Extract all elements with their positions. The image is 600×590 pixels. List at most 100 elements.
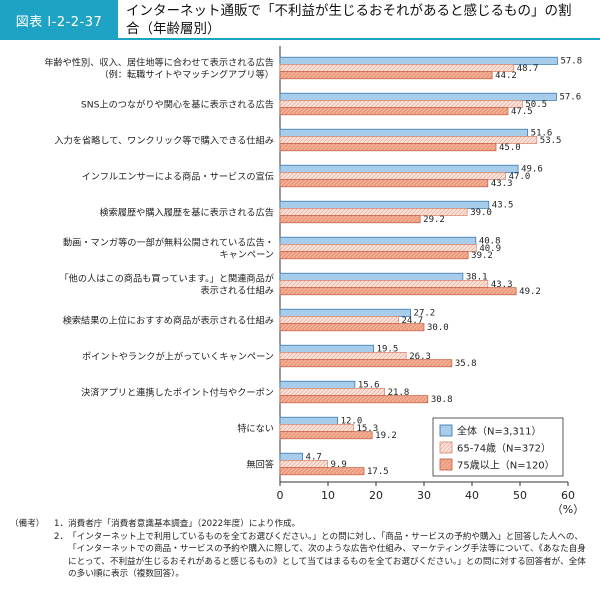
bar-value-1-series-2: 47.5 bbox=[511, 107, 533, 117]
bar-value-1-series-0: 57.6 bbox=[559, 93, 581, 103]
bar-value-4-series-1: 39.0 bbox=[470, 208, 492, 218]
bar-2-series-2 bbox=[279, 143, 497, 152]
bar-9-series-2 bbox=[279, 395, 429, 404]
category-label-7: 検索結果の上位におすすめ商品が表示される仕組み bbox=[63, 315, 274, 327]
bar-6-series-1 bbox=[279, 280, 489, 288]
bar-4-series-0 bbox=[279, 200, 490, 209]
bar-10-series-1 bbox=[279, 424, 354, 432]
title-line-1: インターネット通販で「不利益が生じるおそれがあると感じるもの」の割 bbox=[126, 3, 572, 19]
bar-4-series-2 bbox=[279, 215, 421, 224]
bar-1-series-1 bbox=[279, 100, 523, 108]
figure-title: インターネット通販で「不利益が生じるおそれがあると感じるもの」の割 合（年齢層別… bbox=[118, 0, 600, 40]
note-1: （備考） 1． 消費者庁「消費者意識基本調査」（2022年度）により作成。 bbox=[10, 518, 594, 531]
category-label-9: 決済アプリと連携したポイント付与やクーポン bbox=[81, 387, 274, 399]
bar-value-8-series-1: 26.3 bbox=[409, 352, 431, 362]
bar-value-0-series-1: 48.7 bbox=[517, 64, 539, 74]
bar-1-series-2 bbox=[279, 107, 509, 116]
bar-value-0-series-2: 44.2 bbox=[495, 71, 517, 81]
bar-value-5-series-2: 39.2 bbox=[471, 251, 493, 261]
bar-8-series-0 bbox=[279, 344, 374, 353]
legend-swatch-0 bbox=[439, 424, 453, 437]
bar-value-8-series-2: 35.8 bbox=[455, 359, 477, 369]
x-tick-label-40: 40 bbox=[465, 489, 479, 502]
bar-6-series-2 bbox=[279, 287, 517, 296]
bar-2-series-0 bbox=[279, 128, 529, 137]
category-label-8: ポイントやランクが上がっていくキャンペーン bbox=[82, 351, 274, 363]
bar-3-series-0 bbox=[279, 164, 519, 173]
legend-label-2: 75歳以上（N=120） bbox=[457, 460, 555, 472]
legend-swatch-2 bbox=[439, 458, 453, 471]
category-label-1: SNS上のつながりや関心を基に表示される広告 bbox=[81, 99, 274, 111]
x-tick-label-50: 50 bbox=[513, 489, 527, 502]
category-label-3: インフルエンサーによる商品・サービスの宣伝 bbox=[82, 171, 274, 183]
bar-1-series-0 bbox=[279, 92, 557, 101]
bar-value-7-series-1: 24.7 bbox=[402, 316, 424, 326]
legend-swatch-1 bbox=[439, 441, 453, 454]
bar-9-series-1 bbox=[279, 388, 385, 396]
bar-3-series-1 bbox=[279, 172, 506, 180]
legend-label-0: 全体（N=3,311） bbox=[457, 425, 542, 438]
bar-7-series-1 bbox=[279, 316, 399, 324]
x-axis-unit: （%） bbox=[552, 503, 584, 516]
bar-8-series-2 bbox=[279, 359, 453, 368]
bar-value-0-series-0: 57.8 bbox=[560, 57, 582, 67]
bar-value-2-series-0: 51.6 bbox=[531, 129, 553, 139]
notes: （備考） 1． 消費者庁「消費者意識基本調査」（2022年度）により作成。 2．… bbox=[10, 518, 594, 581]
bar-value-9-series-1: 21.8 bbox=[388, 388, 410, 398]
figure-number: 図表 I-2-2-37 bbox=[0, 0, 118, 40]
bar-value-5-series-1: 40.9 bbox=[479, 244, 501, 254]
bar-11-series-1 bbox=[279, 460, 328, 468]
x-tick-label-10: 10 bbox=[321, 489, 335, 502]
category-label-4: 検索履歴や購入履歴を基に表示される広告 bbox=[99, 207, 274, 219]
bar-7-series-2 bbox=[279, 323, 425, 332]
bar-value-2-series-2: 45.0 bbox=[499, 143, 521, 153]
bar-value-11-series-0: 4.7 bbox=[306, 453, 322, 463]
bar-value-1-series-1: 50.5 bbox=[525, 100, 547, 110]
bar-value-10-series-1: 15.3 bbox=[356, 424, 378, 434]
bar-value-9-series-0: 15.6 bbox=[358, 381, 380, 391]
bar-chart: 0 10 20 30 40 50 60（%） 年齢や性別、収入、居住地等に合わせて表示される広… bbox=[44, 46, 584, 516]
bar-value-2-series-1: 53.5 bbox=[540, 136, 562, 146]
x-tick-label-0: 0 bbox=[277, 489, 284, 502]
category-label-0-line-1: （例：転職サイトやマッチングアプリ等） bbox=[99, 69, 274, 81]
bar-10-series-2 bbox=[279, 431, 373, 440]
bar-value-11-series-2: 17.5 bbox=[367, 467, 389, 477]
bar-3-series-2 bbox=[279, 179, 489, 188]
bar-value-3-series-1: 47.0 bbox=[509, 172, 531, 182]
bar-6-series-0 bbox=[279, 272, 464, 281]
x-tick-label-30: 30 bbox=[417, 489, 431, 502]
bar-10-series-0 bbox=[279, 416, 338, 425]
notes-label: （備考） bbox=[10, 519, 45, 529]
category-label-6-line-1: 表示される仕組み bbox=[201, 285, 275, 297]
bar-5-series-2 bbox=[279, 251, 469, 260]
bar-value-6-series-1: 43.3 bbox=[491, 280, 513, 290]
bar-11-series-2 bbox=[279, 467, 365, 476]
bar-value-6-series-0: 38.1 bbox=[466, 273, 488, 283]
bar-7-series-0 bbox=[279, 308, 411, 317]
bar-value-10-series-0: 12.0 bbox=[341, 417, 363, 427]
bar-0-series-2 bbox=[279, 71, 493, 80]
bar-8-series-1 bbox=[279, 352, 407, 360]
bar-value-7-series-0: 27.2 bbox=[414, 309, 436, 319]
bar-9-series-0 bbox=[279, 380, 356, 389]
note-1-text: 消費者庁「消費者意識基本調査」（2022年度）により作成。 bbox=[68, 519, 301, 529]
category-label-0-line-0: 年齢や性別、収入、居住地等に合わせて表示される広告 bbox=[44, 57, 274, 69]
bar-value-4-series-0: 43.5 bbox=[492, 201, 514, 211]
title-line-2: 合（年齢層別） bbox=[126, 21, 221, 37]
bar-5-series-1 bbox=[279, 244, 477, 252]
note-2-text: 「インターネット上で利用しているものを全てお選びください。」との問に対し、「商品… bbox=[68, 531, 586, 580]
bar-value-10-series-2: 19.2 bbox=[375, 431, 397, 441]
legend-label-1: 65-74歳（N=372） bbox=[457, 443, 551, 455]
x-tick-label-60: 60 bbox=[561, 489, 575, 502]
bar-value-8-series-0: 19.5 bbox=[377, 345, 399, 355]
note-2: 2． 「インターネット上で利用しているものを全てお選びください。」との問に対し、… bbox=[10, 531, 594, 581]
bar-5-series-0 bbox=[279, 236, 477, 245]
category-label-6-line-0: 「他の人はこの商品も買っています。」と関連商品が bbox=[59, 273, 274, 285]
bar-value-7-series-2: 30.0 bbox=[427, 323, 449, 333]
category-label-5-line-1: キャンペーン bbox=[219, 250, 274, 261]
bar-value-9-series-2: 30.8 bbox=[431, 395, 453, 405]
bar-11-series-0 bbox=[279, 452, 303, 461]
bar-value-3-series-2: 43.3 bbox=[491, 179, 513, 189]
bar-value-11-series-1: 9.9 bbox=[331, 460, 347, 470]
